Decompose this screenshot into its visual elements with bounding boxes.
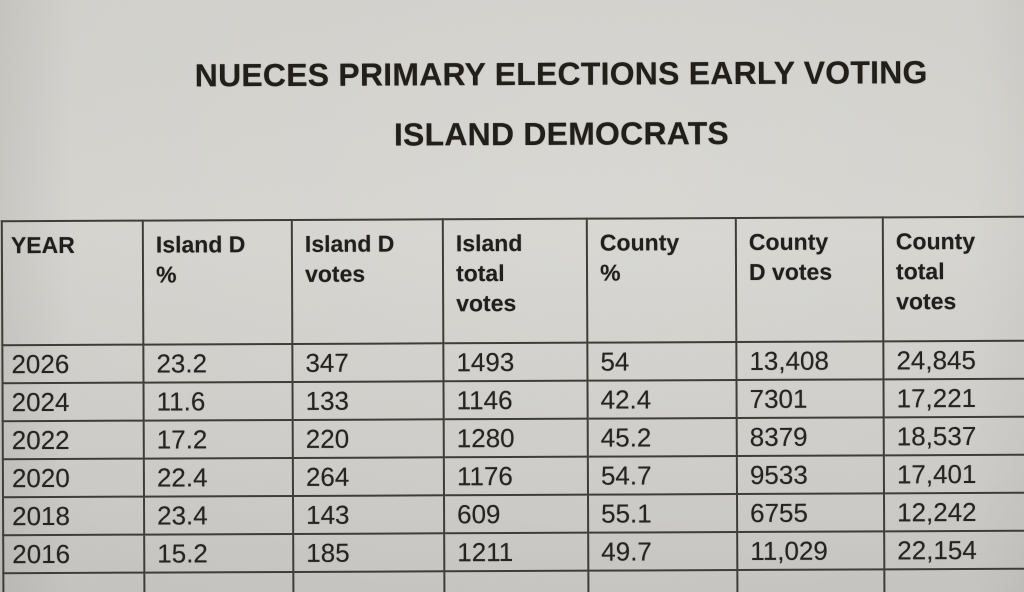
header-label-line: County (599, 229, 680, 256)
header-cell-island-total-votes: Island total votes (442, 218, 588, 344)
header-cell-county-total-votes: County total votes (882, 216, 1024, 342)
cell-county-d-votes: 8379 (736, 417, 884, 457)
cell-county-total-votes: 17,401 (883, 454, 1024, 494)
header-cell-island-d-votes: Island D votes (291, 219, 444, 344)
cell-island-d-pct: 23.2 (143, 343, 293, 383)
header-label-line: Island D (155, 231, 246, 258)
table-row-2020: 2020 22.4 264 1176 54.7 9533 17,401 (2, 454, 1024, 498)
cell-county-total-votes: 17,221 (883, 378, 1024, 418)
cell-island-total-votes: 609 (443, 494, 589, 534)
table-row-2016: 2016 15.2 185 1211 49.7 11,029 22,154 (3, 530, 1024, 574)
header-label-line: % (599, 259, 621, 286)
cell-island-d-votes: 220 (292, 419, 444, 458)
cell-county-total-votes (884, 568, 1024, 592)
cell-island-d-votes: 143 (292, 495, 445, 534)
cell-island-d-votes: 264 (292, 457, 444, 496)
document-title: NUECES PRIMARY ELECTIONS EARLY VOTING IS… (0, 42, 1024, 166)
cell-county-total-votes: 18,537 (883, 416, 1024, 456)
cell-county-pct: 54.7 (587, 456, 737, 495)
header-cell-island-d-pct: Island D% (142, 219, 293, 345)
cell-county-pct (588, 570, 738, 592)
cell-year: 2020 (2, 458, 145, 498)
header-cell-year: YEAR (1, 220, 144, 346)
cell-county-d-votes: 9533 (736, 455, 884, 495)
cell-island-total-votes: 1493 (443, 342, 588, 382)
cell-island-total-votes: 1146 (443, 380, 588, 420)
cell-island-total-votes (444, 570, 589, 592)
header-label-line: YEAR (10, 231, 75, 259)
title-line-1: NUECES PRIMARY ELECTIONS EARLY VOTING (194, 54, 928, 94)
cell-island-d-pct: 17.2 (143, 419, 293, 459)
header-label-line: votes (896, 288, 957, 315)
cell-island-d-pct (144, 571, 294, 592)
cell-county-pct: 45.2 (587, 418, 737, 457)
cell-county-pct: 55.1 (587, 494, 738, 533)
cell-county-d-votes (737, 569, 885, 592)
cell-year: 2018 (3, 496, 145, 536)
cell-county-total-votes: 24,845 (883, 340, 1024, 380)
cell-island-d-pct: 11.6 (143, 381, 293, 421)
table-row-2022: 2022 17.2 220 1280 45.2 8379 18,537 (2, 416, 1024, 460)
cell-island-total-votes: 1280 (443, 418, 588, 458)
empty-row (3, 568, 1024, 592)
header-label-line: votes (456, 289, 517, 317)
title-line-2: ISLAND DEMOCRATS (393, 115, 730, 153)
cell-county-d-votes: 6755 (736, 493, 885, 533)
header-cell-county-pct: County% (586, 218, 737, 343)
cell-county-pct: 49.7 (588, 532, 738, 571)
cell-island-d-votes (293, 571, 445, 592)
table-row-2026: 2026 23.2 347 1493 54 13,408 24,845 (2, 340, 1024, 384)
header-label-line: Island D (304, 230, 395, 257)
cell-island-d-votes: 185 (293, 533, 445, 572)
cell-island-total-votes: 1211 (444, 532, 589, 572)
cell-county-d-votes: 7301 (736, 379, 884, 419)
header-label-line: votes (304, 260, 366, 287)
cell-island-d-pct: 15.2 (144, 533, 294, 573)
cell-county-d-votes: 13,408 (736, 341, 884, 381)
cell-island-total-votes: 1176 (443, 456, 588, 496)
header-cell-county-d-votes: County D votes (735, 217, 884, 343)
cell-year: 2016 (3, 534, 145, 574)
cell-county-total-votes: 12,242 (883, 492, 1024, 532)
header-label-line: Island (455, 229, 523, 257)
cell-island-d-pct: 22.4 (143, 457, 293, 497)
cell-island-d-pct: 23.4 (144, 495, 294, 535)
header-label-line: County (748, 228, 829, 255)
cell-year: 2024 (2, 382, 144, 422)
cell-island-d-votes: 133 (292, 381, 444, 420)
cell-island-d-votes: 347 (292, 343, 444, 382)
table-row-2018: 2018 23.4 143 609 55.1 6755 12,242 (3, 492, 1024, 536)
header-label-line: D votes (748, 258, 833, 285)
cell-county-d-votes: 11,029 (737, 531, 885, 571)
cell-year (3, 572, 145, 592)
cell-county-pct: 42.4 (587, 380, 737, 419)
header-label-line: % (155, 261, 177, 288)
header-label-line: County (895, 227, 976, 255)
cell-year: 2022 (2, 420, 144, 460)
cell-year: 2026 (2, 344, 144, 384)
header-label-line: total (455, 260, 505, 287)
cell-county-total-votes: 22,154 (884, 530, 1024, 570)
table-row-2024: 2024 11.6 133 1146 42.4 7301 17,221 (2, 378, 1024, 422)
header-label-line: total (895, 258, 945, 285)
cell-county-pct: 54 (587, 342, 737, 381)
